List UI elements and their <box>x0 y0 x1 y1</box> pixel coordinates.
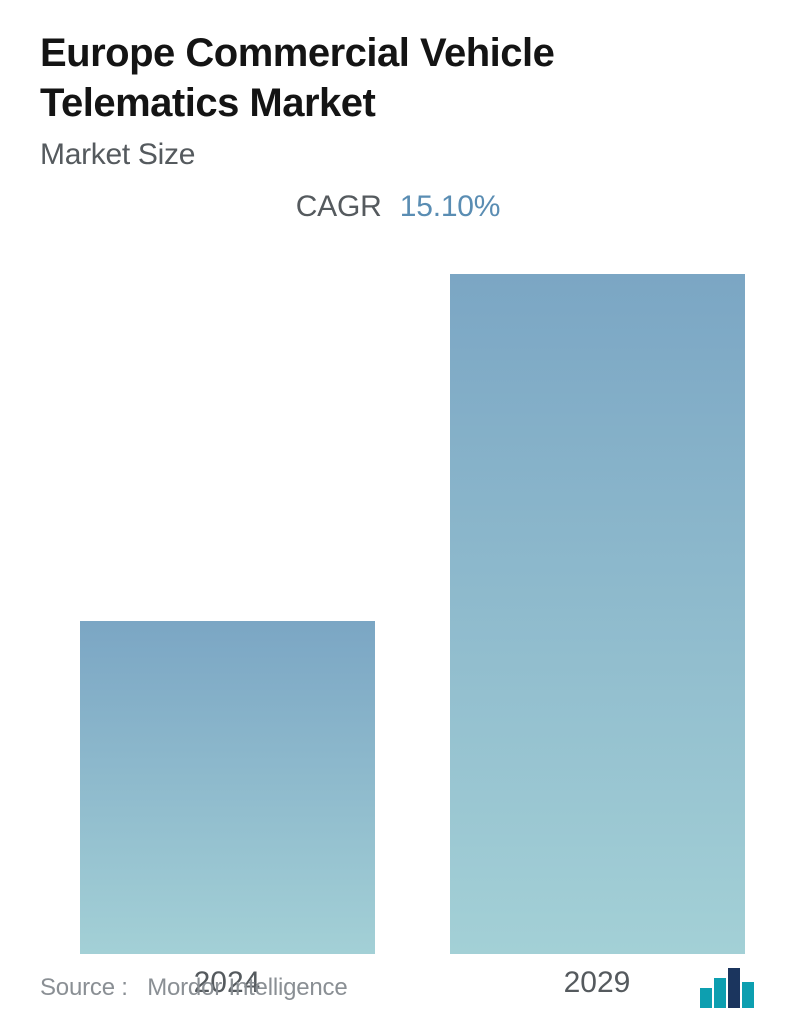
chart-footer: Source : Mordor Intelligence <box>40 968 756 1008</box>
bar-2024 <box>80 621 375 954</box>
cagr-label: CAGR <box>296 190 382 223</box>
bar-2029 <box>450 274 745 954</box>
cagr-value: 15.10% <box>400 190 501 223</box>
chart-subtitle: Market Size <box>40 138 756 172</box>
brand-logo-icon <box>700 968 756 1008</box>
cagr-row: CAGR 15.10% <box>40 190 756 224</box>
plot-area <box>40 274 756 954</box>
source-prefix: Source : <box>40 974 128 1001</box>
chart-card: Europe Commercial Vehicle Telematics Mar… <box>0 0 796 1034</box>
chart-title: Europe Commercial Vehicle Telematics Mar… <box>40 28 756 128</box>
source-text: Source : Mordor Intelligence <box>40 974 348 1002</box>
source-name: Mordor Intelligence <box>147 974 347 1001</box>
